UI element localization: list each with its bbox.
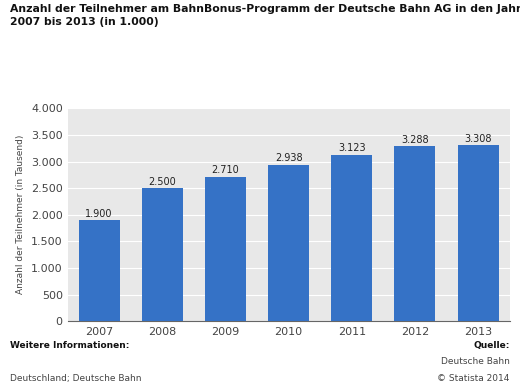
Text: 1.900: 1.900 <box>85 209 113 219</box>
Bar <box>458 145 499 321</box>
Text: Quelle:: Quelle: <box>473 341 510 350</box>
Text: © Statista 2014: © Statista 2014 <box>437 374 510 383</box>
Text: 2.938: 2.938 <box>275 153 303 163</box>
Bar <box>268 165 309 321</box>
Bar <box>205 177 246 321</box>
Text: Deutschland; Deutsche Bahn: Deutschland; Deutsche Bahn <box>10 374 142 383</box>
Text: 3.308: 3.308 <box>464 134 492 144</box>
Text: Weitere Informationen:: Weitere Informationen: <box>10 341 130 350</box>
Text: 2.710: 2.710 <box>212 165 239 175</box>
Bar <box>331 155 372 321</box>
Bar <box>142 188 183 321</box>
Text: Anzahl der Teilnehmer am BahnBonus-Programm der Deutsche Bahn AG in den Jahren
2: Anzahl der Teilnehmer am BahnBonus-Progr… <box>10 4 520 27</box>
Text: 3.288: 3.288 <box>401 135 428 145</box>
Text: 2.500: 2.500 <box>148 176 176 187</box>
Bar <box>394 146 435 321</box>
Bar <box>79 220 120 321</box>
Text: Deutsche Bahn: Deutsche Bahn <box>441 357 510 366</box>
Y-axis label: Anzahl der Teilnehmer (in Tausend): Anzahl der Teilnehmer (in Tausend) <box>17 135 25 295</box>
Text: 3.123: 3.123 <box>338 144 366 153</box>
